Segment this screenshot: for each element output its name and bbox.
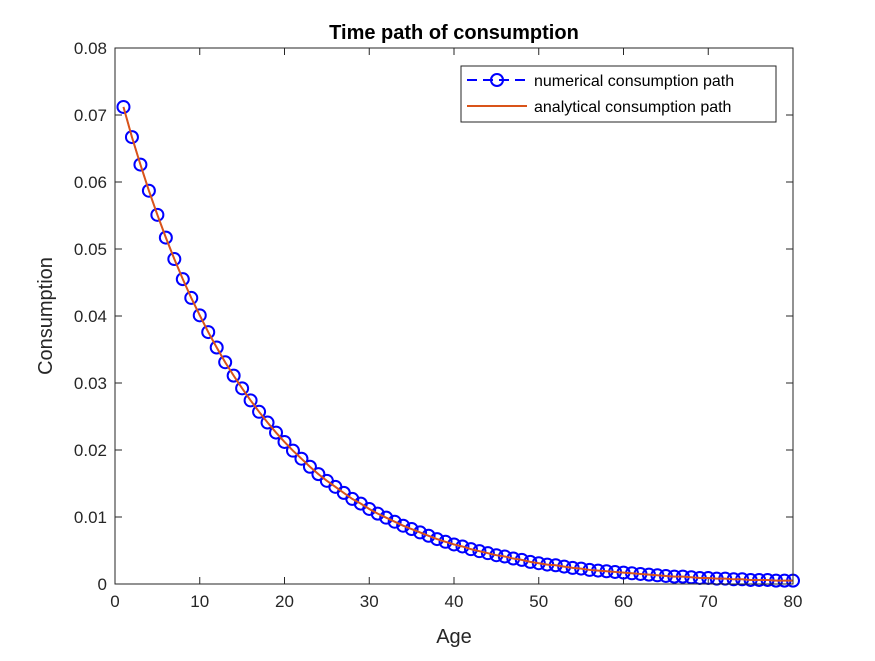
y-tick-label: 0.08 — [74, 39, 107, 58]
y-tick-label: 0.05 — [74, 240, 107, 259]
y-tick-label: 0.07 — [74, 106, 107, 125]
numerical-data-point — [158, 230, 173, 245]
x-tick-label: 60 — [614, 592, 633, 611]
numerical-data-point — [260, 415, 275, 430]
y-tick-label: 0.06 — [74, 173, 107, 192]
numerical-data-point — [421, 528, 436, 543]
x-tick-label: 10 — [190, 592, 209, 611]
numerical-data-point — [438, 534, 453, 549]
numerical-data-point — [167, 252, 182, 267]
numerical-data-point — [252, 404, 267, 419]
numerical-data-point — [235, 381, 250, 396]
plot-area-background — [115, 48, 793, 584]
numerical-data-point — [379, 510, 394, 525]
legend-numerical-label: numerical consumption path — [534, 73, 734, 90]
numerical-data-point — [226, 368, 241, 383]
x-axis-label: Age — [436, 626, 472, 648]
numerical-data-point — [285, 443, 300, 458]
y-tick-label: 0.03 — [74, 374, 107, 393]
numerical-data-point — [209, 340, 224, 355]
numerical-data-point — [116, 99, 131, 114]
numerical-data-point — [141, 183, 156, 198]
chart-title: Time path of consumption — [329, 22, 579, 44]
numerical-data-point — [370, 506, 385, 521]
y-tick-label: 0.02 — [74, 441, 107, 460]
numerical-data-point — [243, 393, 258, 408]
numerical-data-point — [480, 546, 495, 561]
numerical-data-point — [387, 514, 402, 529]
legend[interactable]: numerical consumption path analytical co… — [460, 65, 777, 123]
numerical-data-point — [472, 544, 487, 559]
numerical-data-point — [269, 425, 284, 440]
numerical-data-point — [277, 434, 292, 449]
analytical-series-line — [122, 106, 793, 582]
numerical-data-point — [218, 355, 233, 370]
numerical-data-point — [413, 525, 428, 540]
numerical-data-point — [184, 290, 199, 305]
numerical-data-point — [396, 518, 411, 533]
series-layer — [116, 99, 800, 588]
x-tick-label: 50 — [529, 592, 548, 611]
legend-analytical-label: analytical consumption path — [534, 99, 731, 116]
x-tick-label: 70 — [699, 592, 718, 611]
legend-box — [460, 65, 777, 123]
numerical-data-point — [404, 522, 419, 537]
numerical-data-point — [311, 467, 326, 482]
legend-numerical-marker — [490, 73, 504, 87]
x-tick-label: 20 — [275, 592, 294, 611]
numerical-data-point — [302, 459, 317, 474]
y-tick-label: 0 — [98, 575, 107, 594]
x-tick-label: 30 — [360, 592, 379, 611]
numerical-data-point — [150, 207, 165, 222]
numerical-data-point — [201, 325, 216, 340]
numerical-data-point — [455, 539, 470, 554]
numerical-data-point — [124, 130, 139, 145]
x-tick-label: 0 — [110, 592, 119, 611]
y-tick-label: 0.04 — [74, 307, 107, 326]
numerical-data-point — [447, 537, 461, 552]
numerical-data-point — [133, 157, 148, 172]
y-tick-label: 0.01 — [74, 508, 107, 527]
x-tick-label: 40 — [445, 592, 464, 611]
numerical-data-point — [294, 451, 309, 466]
numerical-data-point — [430, 532, 445, 547]
numerical-data-point — [175, 272, 190, 287]
numerical-data-point — [463, 542, 478, 557]
x-tick-label: 80 — [784, 592, 803, 611]
y-axis-label: Consumption — [35, 257, 57, 375]
ticks-layer: 0 10 20 30 40 50 60 70 80 0 0.01 0.02 0.03 0.04 0.05 0.… — [74, 39, 803, 611]
plot-area-frame — [114, 47, 794, 585]
numerical-data-point — [192, 308, 207, 323]
